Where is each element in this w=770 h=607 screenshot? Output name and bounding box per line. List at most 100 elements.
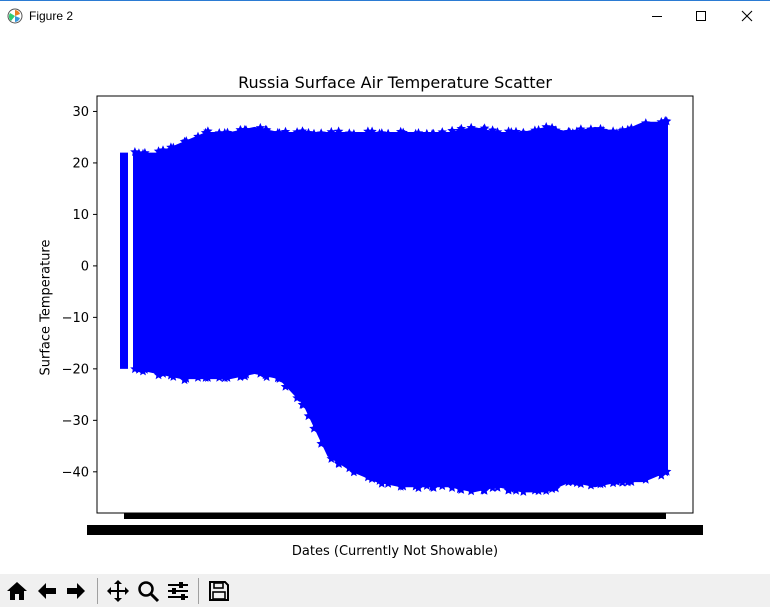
scatter-point [595, 479, 606, 489]
scatter-point [492, 482, 503, 492]
scatter-point [334, 128, 344, 138]
scatter-point [214, 128, 224, 138]
scatter-point [222, 127, 233, 137]
scatter-point [427, 482, 437, 492]
scatter-point [153, 370, 164, 380]
scatter-point [292, 127, 302, 137]
scatter-point [367, 473, 377, 483]
scatter-point [568, 128, 578, 138]
figure-canvas[interactable]: Russia Surface Air Temperature Scatter 30… [0, 31, 770, 574]
pan-button[interactable] [104, 577, 131, 605]
scatter-point [396, 126, 406, 136]
x-tick-marks [124, 513, 666, 519]
scatter-point [437, 127, 447, 137]
scatter-point [518, 486, 529, 496]
scatter-point [626, 123, 637, 133]
scatter-point [193, 131, 203, 141]
scatter-point [530, 485, 540, 495]
scatter-point [518, 127, 529, 137]
scatter-point [349, 129, 359, 138]
scatter-point [326, 126, 337, 136]
minimize-button[interactable] [634, 1, 680, 31]
scatter-point [153, 146, 164, 156]
pan-move-icon [106, 580, 129, 602]
scatter-point [656, 117, 666, 126]
zoom-button[interactable] [134, 577, 161, 605]
scatter-point [661, 116, 672, 126]
scatter-point [316, 128, 326, 138]
scatter-point [437, 481, 447, 491]
scatter-point [166, 142, 176, 152]
x-axis-label: Dates (Currently Not Showable) [292, 544, 498, 559]
scatter-point [309, 423, 319, 433]
scatter-point [235, 124, 246, 134]
configure-subplots-button[interactable] [164, 577, 191, 605]
scatter-point [641, 118, 651, 128]
window-title: Figure 2 [29, 9, 74, 23]
y-tick-label: 10 [72, 208, 89, 223]
y-tick-label: 20 [72, 156, 89, 171]
scatter-point [309, 128, 319, 138]
back-button[interactable] [33, 577, 60, 605]
scatter-point [615, 475, 625, 485]
scatter-point [344, 463, 355, 473]
scatter-point [193, 372, 203, 382]
y-tick-label: −20 [62, 362, 89, 377]
toolbar-separator [198, 578, 199, 604]
scatter-point [303, 127, 314, 137]
scatter-point [274, 128, 285, 138]
scatter-point [166, 370, 176, 380]
scatter-point [222, 372, 233, 382]
maximize-button[interactable] [678, 1, 724, 31]
scatter-point [138, 366, 148, 376]
minimize-icon [652, 16, 662, 17]
scatter-point [298, 128, 309, 137]
scatter-point [623, 124, 633, 134]
scatter-point [422, 128, 432, 138]
scatter-point [413, 483, 424, 493]
scatter-point [572, 126, 582, 136]
scatter-point [255, 122, 266, 132]
scatter-point [595, 123, 606, 133]
scatter-point [203, 372, 213, 382]
scatter-point [422, 480, 432, 490]
scatter-point [241, 125, 251, 135]
y-tick-label: −30 [62, 414, 89, 429]
scatter-point [487, 125, 498, 135]
scatter-point [138, 148, 148, 158]
toolbar-separator [97, 578, 98, 604]
scatter-point [598, 125, 608, 135]
scatter-point [274, 373, 285, 383]
scatter-point-strip [120, 152, 128, 369]
scatter-point [316, 438, 326, 448]
scatter-point [413, 128, 424, 138]
scatter-point [586, 480, 596, 490]
y-axis-label: Surface Temperature [38, 239, 54, 376]
scatter-point [447, 482, 457, 492]
y-tick-label: 0 [81, 259, 89, 274]
y-tick-label: −10 [62, 311, 89, 326]
scatter-point [547, 122, 557, 132]
close-icon [741, 10, 753, 22]
scatter-point [374, 475, 385, 485]
scatter-point [326, 453, 337, 463]
scatter-point [383, 128, 393, 138]
y-tick-label: 30 [72, 105, 89, 120]
scatter-point [292, 393, 302, 403]
home-button[interactable] [3, 577, 30, 605]
scatter-point [383, 478, 393, 488]
chart-title: Russia Surface Air Temperature Scatter [238, 73, 552, 92]
scatter-point [200, 127, 211, 137]
scatter-point [541, 122, 551, 131]
scatter-point [572, 477, 582, 487]
scatter-point [427, 128, 437, 138]
scatter-point [656, 470, 666, 480]
scatter-point [181, 136, 191, 146]
forward-button[interactable] [62, 577, 89, 605]
close-button[interactable] [724, 1, 770, 31]
save-button[interactable] [205, 577, 232, 605]
scatter-point [617, 477, 628, 487]
scatter-point [530, 125, 540, 135]
y-tick-label: −40 [62, 465, 89, 480]
scatter-chart: Russia Surface Air Temperature Scatter 30… [62, 73, 703, 559]
